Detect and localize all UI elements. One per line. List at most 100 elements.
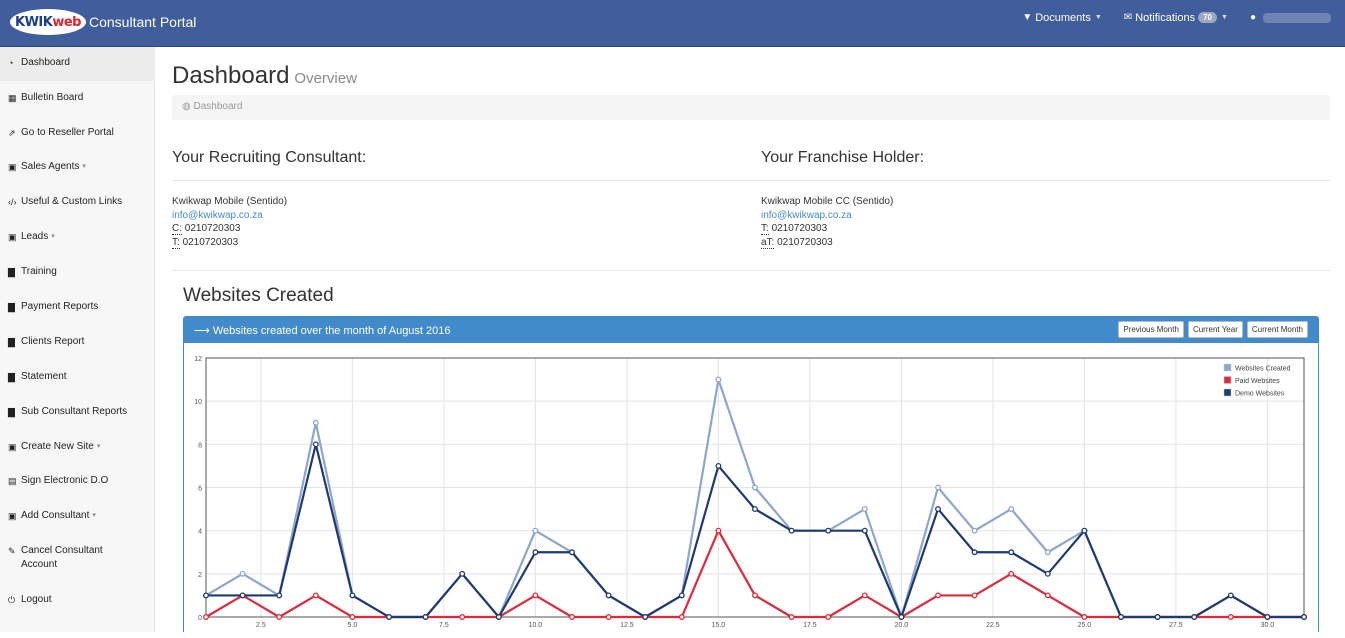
caret-square-icon: ▣ <box>8 511 17 521</box>
data-point <box>532 527 539 534</box>
data-point <box>752 592 758 599</box>
data-point <box>569 549 575 556</box>
sidebar-item-cancel-consultant-account[interactable]: ✎ Cancel Consultant Account <box>0 544 155 572</box>
kwikweb-logo[interactable]: KWIKweb <box>10 9 86 35</box>
data-point <box>715 376 722 383</box>
power-icon: ⏻ <box>8 595 16 605</box>
legend-label: Paid Websites <box>1235 378 1280 385</box>
data-point <box>935 592 941 599</box>
data-point <box>935 484 941 491</box>
data-point <box>1008 506 1015 513</box>
franchise-email-link[interactable]: info@kwikwap.co.za <box>761 209 852 221</box>
data-point <box>1008 570 1015 577</box>
sidebar-item-label: Bulletin Board <box>21 92 84 103</box>
current-month-button[interactable]: Current Month <box>1246 321 1308 338</box>
sidebar-item-label: Add Consultant <box>21 510 90 521</box>
sidebar-item-add-consultant[interactable]: ▣ Add Consultant ▾ <box>0 509 155 523</box>
legend-label: Websites Created <box>1235 366 1291 373</box>
consultant-email-link[interactable]: info@kwikwap.co.za <box>172 209 263 221</box>
bar-chart-icon: ▇ <box>8 372 15 382</box>
phone-value: 0210720303 <box>182 236 239 248</box>
data-point <box>1081 614 1088 620</box>
data-point <box>459 570 466 577</box>
sidebar-item-label: Statement <box>21 371 67 382</box>
bar-chart-icon: ▇ <box>8 302 15 312</box>
sidebar-item-label: Dashboard <box>21 57 70 68</box>
sidebar-item-sign-electronic-d-o[interactable]: ▤ Sign Electronic D.O <box>0 474 155 488</box>
y-tick-label: 8 <box>198 442 202 449</box>
chevron-down-icon: ▾ <box>82 163 86 170</box>
sidebar-item-leads[interactable]: ▣ Leads ▾ <box>0 230 155 244</box>
sidebar: ◔ Dashboard ▦ Bulletin Board ⇗ Go to Reseller… <box>0 47 155 632</box>
breadcrumb: ◍ Dashboard <box>172 95 1330 120</box>
bar-chart-icon: ▇ <box>8 267 15 277</box>
previous-month-button[interactable]: Previous Month <box>1118 321 1184 338</box>
y-tick-label: 10 <box>194 399 202 406</box>
phone-label: C: <box>172 223 182 236</box>
data-point <box>459 614 466 620</box>
notifications-badge: 70 <box>1198 12 1218 23</box>
data-point <box>203 592 209 599</box>
data-point <box>312 419 319 426</box>
sidebar-item-create-new-site[interactable]: ▣ Create New Site ▾ <box>0 440 155 454</box>
data-point <box>349 614 356 620</box>
x-tick-label: 17.5 <box>803 622 817 629</box>
sidebar-item-label: Clients Report <box>21 336 85 347</box>
data-point <box>386 614 392 620</box>
data-point <box>861 592 868 599</box>
period-buttons: Previous Month Current Year Current Mont… <box>1118 321 1308 338</box>
x-tick-label: 5.0 <box>348 622 358 629</box>
breadcrumb-item[interactable]: Dashboard <box>193 101 243 112</box>
notifications-menu[interactable]: ✉ Notifications 70 ▼ <box>1124 12 1228 24</box>
sidebar-item-dashboard[interactable]: ◔ Dashboard <box>0 47 155 81</box>
sidebar-item-bulletin-board[interactable]: ▦ Bulletin Board <box>0 91 155 105</box>
x-tick-label: 30.0 <box>1261 622 1275 629</box>
caret-square-icon: ▼ <box>1022 12 1033 23</box>
data-point <box>312 592 319 599</box>
sidebar-item-logout[interactable]: ⏻ Logout <box>0 593 155 607</box>
recruiting-consultant-info: Kwikwap Mobile (Sentido) info@kwikwap.co… <box>172 195 287 249</box>
sidebar-item-sub-consultant-reports[interactable]: ▇ Sub Consultant Reports <box>0 405 155 419</box>
x-tick-label: 20.0 <box>895 622 909 629</box>
documents-menu[interactable]: ▼ Documents ▼ <box>1022 12 1101 24</box>
data-point <box>312 441 319 448</box>
x-tick-label: 12.5 <box>620 622 634 629</box>
data-point <box>276 592 283 599</box>
x-tick-label: 25.0 <box>1078 622 1092 629</box>
arrow-right-icon: ⟶ <box>194 325 210 337</box>
legend-swatch <box>1223 376 1232 384</box>
franchise-name: Kwikwap Mobile CC (Sentido) <box>761 196 894 207</box>
current-year-button[interactable]: Current Year <box>1187 321 1243 338</box>
data-point <box>788 614 795 620</box>
sidebar-item-sales-agents[interactable]: ▣ Sales Agents ▾ <box>0 160 155 174</box>
data-point <box>861 506 868 513</box>
data-point <box>422 614 429 620</box>
x-tick-label: 22.5 <box>986 622 1000 629</box>
phone-label: T: <box>172 236 180 249</box>
external-link-icon: ⇗ <box>8 128 16 138</box>
sidebar-item-clients-report[interactable]: ▇ Clients Report <box>0 335 155 349</box>
sidebar-item-statement[interactable]: ▇ Statement <box>0 370 155 384</box>
y-tick-label: 2 <box>198 572 202 579</box>
phone-value: 0210720303 <box>777 236 833 248</box>
sidebar-item-useful-custom-links[interactable]: ‹/› Useful & Custom Links <box>0 195 155 209</box>
sidebar-item-payment-reports[interactable]: ▇ Payment Reports <box>0 300 155 314</box>
data-point <box>752 484 758 491</box>
sidebar-item-training[interactable]: ▇ Training <box>0 265 155 279</box>
data-point <box>1044 570 1051 577</box>
chevron-down-icon: ▾ <box>96 443 101 450</box>
brand-title[interactable]: Consultant Portal <box>89 14 197 30</box>
data-point <box>788 527 795 534</box>
data-point <box>971 592 978 599</box>
dashboard-icon: ◔ <box>8 58 14 68</box>
data-point <box>349 592 356 599</box>
data-point <box>935 506 941 513</box>
panel-heading: ⟶ Websites created over the month of Aug… <box>184 317 1318 343</box>
code-icon: ‹/› <box>8 197 17 207</box>
phone-value: 0210720303 <box>184 223 241 235</box>
user-menu[interactable]: ● <box>1250 12 1331 23</box>
data-point <box>239 570 246 577</box>
sidebar-item-label: Go to Reseller Portal <box>21 127 114 138</box>
data-point <box>1044 549 1051 556</box>
sidebar-item-go-to-reseller-portal[interactable]: ⇗ Go to Reseller Portal <box>0 126 155 140</box>
